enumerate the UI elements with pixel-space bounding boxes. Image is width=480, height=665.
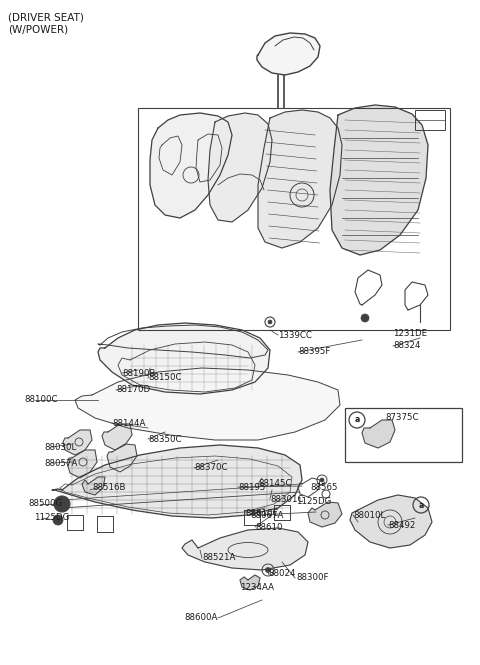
Text: 88516B: 88516B — [92, 483, 125, 491]
Text: 88145C: 88145C — [258, 479, 291, 489]
Text: 88300F: 88300F — [296, 573, 328, 583]
Polygon shape — [52, 445, 302, 518]
Circle shape — [320, 478, 324, 482]
Polygon shape — [98, 323, 270, 394]
Circle shape — [53, 515, 63, 525]
Polygon shape — [350, 495, 432, 548]
Text: 88170D: 88170D — [116, 386, 150, 394]
Text: (DRIVER SEAT): (DRIVER SEAT) — [8, 12, 84, 22]
Text: 1339CC: 1339CC — [278, 331, 312, 340]
Polygon shape — [67, 450, 97, 478]
Text: a: a — [354, 416, 360, 424]
Text: (W/POWER): (W/POWER) — [8, 24, 68, 34]
Circle shape — [268, 320, 272, 324]
Text: 88195: 88195 — [238, 483, 265, 491]
Polygon shape — [182, 528, 308, 570]
Text: 88301C: 88301C — [270, 495, 303, 503]
Text: 88350C: 88350C — [148, 434, 181, 444]
Bar — [345, 408, 462, 462]
Polygon shape — [308, 502, 342, 527]
Text: a: a — [419, 501, 424, 509]
Polygon shape — [107, 444, 137, 472]
Polygon shape — [208, 113, 272, 222]
Text: 1231DE: 1231DE — [393, 329, 427, 338]
Text: 88144A: 88144A — [112, 418, 145, 428]
Polygon shape — [362, 420, 395, 448]
Text: 88100C: 88100C — [24, 396, 58, 404]
Text: 88324: 88324 — [393, 342, 420, 350]
Text: 88067A: 88067A — [250, 511, 283, 519]
Text: 88010L: 88010L — [353, 511, 385, 519]
Text: 88024: 88024 — [268, 569, 296, 579]
Text: 1125DG: 1125DG — [296, 497, 331, 505]
Text: 88492: 88492 — [388, 521, 415, 529]
Polygon shape — [330, 105, 428, 255]
Polygon shape — [258, 110, 342, 248]
Polygon shape — [63, 430, 92, 455]
Circle shape — [265, 567, 271, 573]
Polygon shape — [257, 33, 320, 75]
Polygon shape — [75, 368, 340, 440]
Text: 88521A: 88521A — [202, 553, 235, 563]
Text: 88190B: 88190B — [122, 368, 156, 378]
Polygon shape — [82, 477, 105, 495]
Circle shape — [54, 496, 70, 512]
Polygon shape — [150, 113, 232, 218]
Text: 1234AA: 1234AA — [240, 583, 274, 593]
Text: 87375C: 87375C — [385, 414, 419, 422]
Text: 88395F: 88395F — [298, 348, 330, 356]
Text: 88600A: 88600A — [185, 614, 218, 622]
Circle shape — [361, 314, 369, 322]
Text: 88565: 88565 — [310, 483, 337, 491]
Text: 88150C: 88150C — [148, 374, 181, 382]
Text: 88030L: 88030L — [44, 442, 76, 452]
Polygon shape — [240, 575, 260, 590]
Text: 88610: 88610 — [255, 523, 283, 531]
Text: 1125DG: 1125DG — [34, 513, 70, 523]
Text: 88057A: 88057A — [44, 458, 77, 467]
Text: 88610C: 88610C — [245, 509, 278, 517]
Bar — [138, 108, 450, 330]
Text: 88370C: 88370C — [194, 464, 228, 473]
Bar — [415, 110, 445, 130]
Polygon shape — [102, 424, 132, 450]
Text: 88500G: 88500G — [28, 499, 62, 509]
